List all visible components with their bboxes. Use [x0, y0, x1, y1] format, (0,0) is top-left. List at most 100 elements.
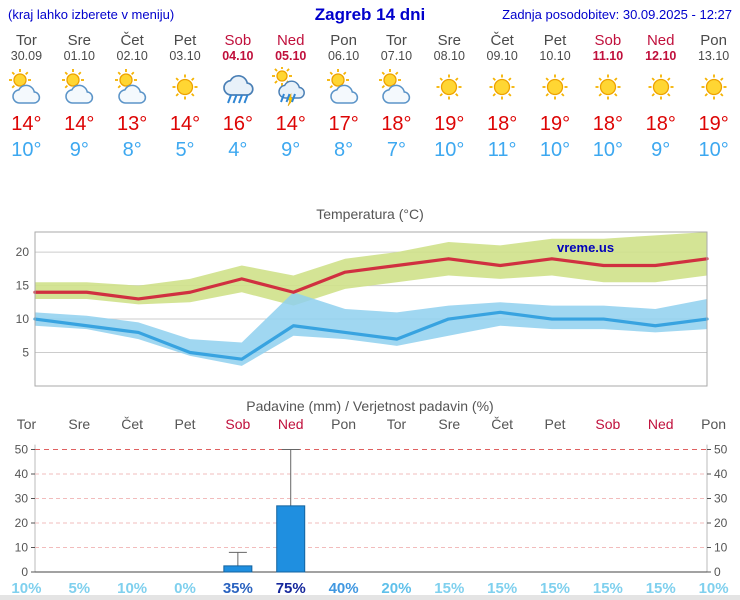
temp-min: 8° [122, 139, 142, 161]
forecast-day-table: Tor 30.09 14° 10° Sre 01.10 14° 9° Čet 02.10 13° 8°… [0, 32, 740, 164]
precip-day-label: Tor [386, 416, 407, 432]
svg-text:50: 50 [15, 443, 29, 457]
location-menu-note[interactable]: (kraj lahko izberete v meniju) [8, 7, 175, 22]
temp-max: 17° [328, 113, 359, 135]
temp-max: 19° [434, 113, 465, 135]
svg-text:15: 15 [16, 279, 30, 293]
temp-max: 13° [117, 113, 148, 135]
day-column-07.10[interactable]: Tor 07.10 18° 7° [370, 32, 423, 164]
temp-max: 19° [539, 113, 571, 135]
day-date: 04.10 [222, 49, 254, 63]
precip-day-label: Pet [544, 416, 566, 432]
day-column-04.10[interactable]: Sob 04.10 16° 4° [211, 32, 264, 164]
day-name: Sre [67, 32, 91, 49]
day-name: Čet [490, 32, 514, 49]
svg-text:0: 0 [21, 565, 28, 579]
day-date: 01.10 [63, 49, 95, 63]
temp-min: 5° [175, 139, 195, 161]
sunny-icon [687, 64, 740, 110]
precip-probability: 15% [645, 580, 676, 597]
temp-max: 14° [64, 113, 95, 135]
rain-icon [211, 64, 264, 110]
day-name: Sob [594, 32, 622, 49]
day-name: Pon [700, 32, 727, 49]
precip-probability: 5% [68, 580, 91, 597]
day-date: 10.10 [539, 49, 571, 63]
precip-day-label: Pon [701, 416, 727, 432]
day-column-12.10[interactable]: Ned 12.10 18° 9° [634, 32, 687, 164]
day-date: 05.10 [275, 49, 307, 63]
partly-cloudy-icon [106, 64, 159, 110]
temperature-chart-wrap: 5 10 15 20 vreme.us [0, 224, 740, 392]
day-column-10.10[interactable]: Pet 10.10 19° 10° [529, 32, 582, 164]
svg-text:20: 20 [714, 516, 728, 530]
day-date: 08.10 [433, 49, 465, 63]
precip-day-label: Čet [491, 416, 514, 432]
partly-cloudy-icon [53, 64, 106, 110]
temp-min: 10° [698, 139, 729, 161]
day-column-13.10[interactable]: Pon 13.10 19° 10° [687, 32, 740, 164]
footer-strip [0, 595, 740, 600]
temp-min: 10° [539, 139, 571, 161]
svg-text:40: 40 [714, 467, 728, 481]
day-column-01.10[interactable]: Sre 01.10 14° 9° [53, 32, 106, 164]
precip-probability: 75% [275, 580, 306, 597]
temp-max: 18° [487, 113, 518, 135]
day-date: 11.10 [592, 49, 624, 63]
temp-max: 19° [698, 113, 729, 135]
svg-text:50: 50 [714, 443, 728, 457]
precip-day-label: Čet [121, 416, 144, 432]
day-date: 12.10 [645, 49, 677, 63]
precip-probability: 10% [698, 580, 729, 597]
precip-day-label: Sre [68, 416, 91, 432]
svg-text:10: 10 [15, 541, 29, 555]
temp-min: 9° [69, 139, 89, 161]
sunny-icon [634, 64, 687, 110]
sunny-icon [529, 64, 582, 110]
day-name: Sob [224, 32, 252, 49]
day-column-09.10[interactable]: Čet 09.10 18° 11° [476, 32, 529, 164]
temp-min: 11° [487, 139, 517, 161]
day-date: 06.10 [327, 49, 360, 63]
precip-day-label: Sob [595, 416, 621, 432]
temperature-chart: 5 10 15 20 [16, 231, 709, 387]
precip-probability: 10% [11, 580, 42, 597]
svg-text:5: 5 [22, 346, 29, 360]
temp-max: 18° [645, 113, 676, 135]
precip-day-label: Pet [174, 416, 196, 432]
day-name: Pet [543, 32, 567, 49]
temp-min: 9° [281, 139, 301, 161]
day-name: Čet [120, 32, 144, 49]
precip-day-label: Pon [331, 416, 357, 432]
precip-day-label: Tor [16, 416, 37, 432]
day-date: 13.10 [697, 49, 730, 63]
day-column-30.09[interactable]: Tor 30.09 14° 10° [0, 32, 53, 164]
partly-cloudy-icon [370, 64, 423, 110]
day-column-06.10[interactable]: Pon 06.10 17° 8° [317, 32, 370, 164]
temp-min: 10° [592, 139, 623, 161]
temp-max: 18° [381, 113, 412, 135]
precipitation-chart: 0 0 10 10 20 20 30 30 40 40 50 50 [15, 443, 728, 580]
svg-text:20: 20 [16, 245, 30, 259]
temp-min: 7° [386, 139, 406, 161]
precip-day-label: Ned [647, 416, 674, 432]
day-name: Ned [646, 32, 675, 49]
partly-cloudy-icon [317, 64, 370, 110]
temp-min: 8° [334, 139, 354, 161]
temp-max: 14° [169, 113, 201, 135]
day-column-11.10[interactable]: Sob 11.10 18° 10° [581, 32, 634, 164]
day-column-05.10[interactable]: Ned 05.10 14° 9° [264, 32, 317, 164]
day-name: Tor [16, 32, 37, 49]
temperature-chart-title: Temperatura (°C) [316, 206, 424, 222]
svg-text:0: 0 [714, 565, 721, 579]
day-column-03.10[interactable]: Pet 03.10 14° 5° [159, 32, 212, 164]
precip-probability: 35% [222, 580, 253, 597]
precip-probability: 40% [328, 580, 359, 597]
sunny-icon [159, 64, 212, 110]
day-column-08.10[interactable]: Sre 08.10 19° 10° [423, 32, 476, 164]
temp-max: 14° [275, 113, 306, 135]
svg-text:10: 10 [16, 312, 30, 326]
precipitation-probability-row: 10% 5% 10% 0% 35% 75% 40% 20% 15% 15% 15% 15% 15% 10% [0, 580, 740, 600]
day-date: 03.10 [169, 49, 201, 63]
day-column-02.10[interactable]: Čet 02.10 13° 8° [106, 32, 159, 164]
